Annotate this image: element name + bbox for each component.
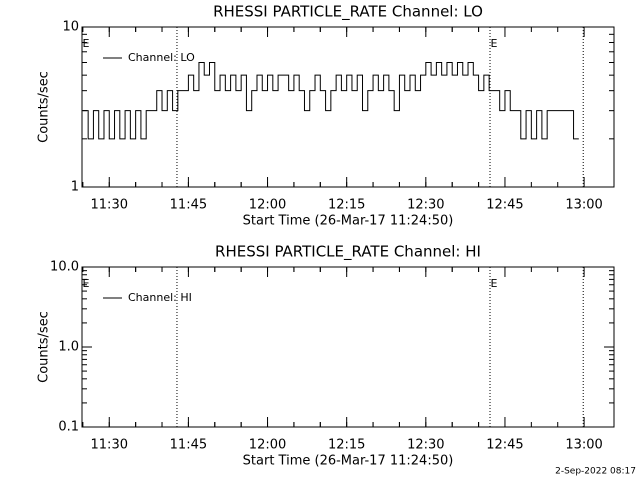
x-axis-label: Start Time (26-Mar-17 11:24:50): [243, 214, 454, 229]
x-tick-label: 12:15: [328, 198, 365, 213]
x-tick-label: 11:30: [91, 198, 128, 213]
y-axis-label: Counts/sec: [37, 71, 52, 143]
x-tick-label: 12:30: [407, 198, 444, 213]
annotation: E: [491, 277, 498, 290]
y-axis-label: Counts/sec: [37, 311, 52, 383]
y-tick-label: 10.0: [50, 260, 79, 275]
chart-title: RHESSI PARTICLE_RATE Channel: HI: [215, 243, 481, 262]
x-tick-label: 12:45: [486, 198, 523, 213]
legend-label: Channel: HI: [128, 291, 192, 304]
x-tick-label: 11:45: [170, 438, 207, 453]
x-axis-label: Start Time (26-Mar-17 11:24:50): [243, 454, 454, 469]
y-tick-label: 0.1: [58, 420, 79, 435]
footer: 2-Sep-2022 08:17: [555, 467, 636, 477]
data-line: [82, 61, 579, 140]
x-tick-label: 12:45: [486, 438, 523, 453]
x-tick-label: 13:00: [565, 198, 602, 213]
x-tick-label: 13:00: [565, 438, 602, 453]
annotation: E: [491, 37, 498, 50]
annotation: E: [83, 37, 90, 50]
x-tick-label: 12:30: [407, 438, 444, 453]
x-tick-label: 11:45: [170, 198, 207, 213]
y-tick-label: 10: [62, 20, 79, 35]
y-tick-label: 1: [71, 180, 79, 195]
x-tick-label: 12:00: [249, 198, 286, 213]
x-tick-label: 12:15: [328, 438, 365, 453]
y-tick-label: 1.0: [58, 340, 79, 355]
plot-frame: [81, 26, 615, 188]
chart-title: RHESSI PARTICLE_RATE Channel: LO: [213, 3, 483, 22]
annotation: E: [83, 277, 90, 290]
x-tick-label: 11:30: [91, 438, 128, 453]
x-tick-label: 12:00: [249, 438, 286, 453]
legend-label: Channel: LO: [128, 51, 195, 64]
